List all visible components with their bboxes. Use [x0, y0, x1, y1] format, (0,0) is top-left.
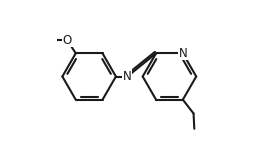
Text: N: N [123, 70, 132, 83]
Text: N: N [178, 47, 187, 60]
Text: O: O [63, 34, 72, 47]
